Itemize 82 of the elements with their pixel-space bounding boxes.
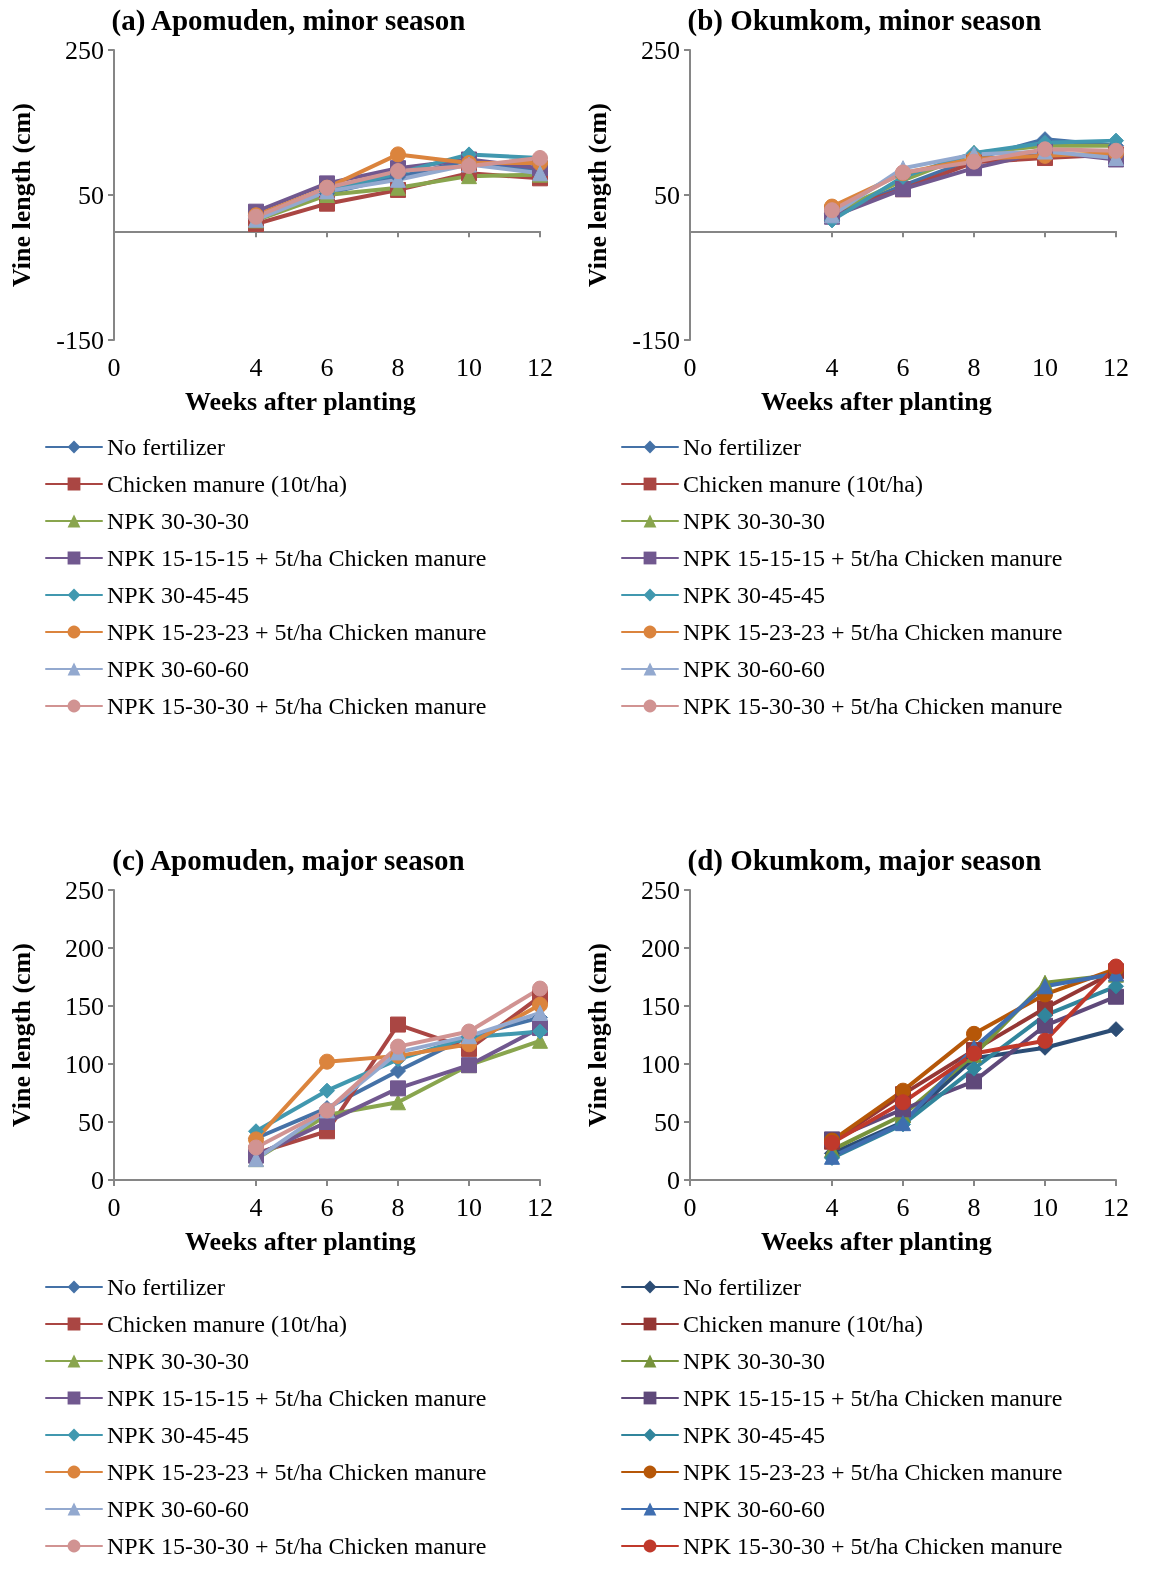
y-tick-label: -150 (632, 325, 680, 355)
y-tick-label: 50 (78, 1107, 104, 1137)
y-axis-title: Vine length (cm) (582, 103, 612, 287)
y-tick-label: 250 (641, 35, 680, 65)
legend-label: NPK 30-45-45 (107, 582, 249, 608)
x-tick-label: 6 (896, 352, 910, 382)
x-axis-title: Weeks after planting (761, 1226, 992, 1256)
y-tick-label: 150 (65, 991, 104, 1021)
y-tick-label: 0 (91, 1165, 104, 1195)
y-tick-label: 50 (654, 180, 680, 210)
chart-title: (d) Okumkom, major season (687, 843, 1042, 877)
y-tick-label: 200 (641, 933, 680, 963)
x-tick-label: 8 (391, 1192, 405, 1222)
y-tick-label: 50 (78, 180, 104, 210)
legend-label: No fertilizer (683, 1274, 801, 1300)
legend-label: NPK 30-30-30 (107, 508, 249, 534)
legend-label: NPK 15-15-15 + 5t/ha Chicken manure (107, 545, 487, 571)
legend-label: NPK 15-23-23 + 5t/ha Chicken manure (107, 1459, 487, 1485)
x-tick-label: 4 (249, 352, 263, 382)
legend-label: NPK 30-60-60 (107, 656, 249, 682)
legend-label: NPK 15-30-30 + 5t/ha Chicken manure (107, 693, 487, 719)
legend-label: NPK 15-15-15 + 5t/ha Chicken manure (107, 1385, 487, 1411)
legend-label: NPK 15-15-15 + 5t/ha Chicken manure (683, 1385, 1063, 1411)
legend-label: NPK 30-60-60 (683, 1496, 825, 1522)
legend-label: NPK 15-30-30 + 5t/ha Chicken manure (683, 1533, 1063, 1559)
x-axis-title: Weeks after planting (185, 386, 416, 416)
legend-label: Chicken manure (10t/ha) (107, 1311, 347, 1337)
chart-title: (b) Okumkom, minor season (687, 3, 1042, 37)
legend-label: NPK 15-23-23 + 5t/ha Chicken manure (683, 1459, 1063, 1485)
y-tick-label: 250 (641, 875, 680, 905)
x-tick-label: 12 (527, 1192, 553, 1222)
legend-label: NPK 30-45-45 (683, 1422, 825, 1448)
y-tick-label: 50 (654, 1107, 680, 1137)
legend-label: NPK 30-30-30 (107, 1348, 249, 1374)
x-tick-label: 6 (896, 1192, 910, 1222)
x-tick-label: 6 (320, 352, 334, 382)
legend-label: NPK 30-30-30 (683, 1348, 825, 1374)
legend-label: NPK 15-30-30 + 5t/ha Chicken manure (683, 693, 1063, 719)
x-axis-title: Weeks after planting (185, 1226, 416, 1256)
x-tick-label: 8 (391, 352, 405, 382)
legend-label: NPK 15-15-15 + 5t/ha Chicken manure (683, 545, 1063, 571)
x-tick-label: 10 (1032, 352, 1058, 382)
x-axis-title: Weeks after planting (761, 386, 992, 416)
legend-label: Chicken manure (10t/ha) (107, 471, 347, 497)
legend-label: NPK 15-30-30 + 5t/ha Chicken manure (107, 1533, 487, 1559)
y-tick-label: 0 (667, 1165, 680, 1195)
y-tick-label: 150 (641, 991, 680, 1021)
y-tick-label: 200 (65, 933, 104, 963)
x-tick-label: 10 (1032, 1192, 1058, 1222)
legend-label: Chicken manure (10t/ha) (683, 1311, 923, 1337)
x-tick-label: 12 (527, 352, 553, 382)
chart-title: (c) Apomuden, major season (112, 843, 465, 877)
y-axis-title: Vine length (cm) (6, 943, 36, 1127)
y-tick-label: -150 (56, 325, 104, 355)
legend-label: NPK 30-60-60 (683, 656, 825, 682)
legend-label: NPK 30-45-45 (107, 1422, 249, 1448)
x-tick-label: 4 (249, 1192, 263, 1222)
x-tick-label: 4 (825, 1192, 839, 1222)
legend-label: NPK 15-23-23 + 5t/ha Chicken manure (683, 619, 1063, 645)
x-tick-label: 8 (967, 1192, 981, 1222)
x-tick-label: 8 (967, 352, 981, 382)
x-tick-label: 12 (1103, 1192, 1129, 1222)
x-tick-label: 12 (1103, 352, 1129, 382)
y-tick-label: 100 (641, 1049, 680, 1079)
x-tick-label: 6 (320, 1192, 334, 1222)
x-tick-label: 10 (456, 1192, 482, 1222)
legend-label: Chicken manure (10t/ha) (683, 471, 923, 497)
legend-label: No fertilizer (683, 434, 801, 460)
x-tick-label: 4 (825, 352, 839, 382)
y-axis-title: Vine length (cm) (6, 103, 36, 287)
y-tick-label: 100 (65, 1049, 104, 1079)
y-axis-title: Vine length (cm) (582, 943, 612, 1127)
chart-title: (a) Apomuden, minor season (111, 3, 466, 37)
y-tick-label: 250 (65, 875, 104, 905)
x-tick-label: 10 (456, 352, 482, 382)
y-tick-label: 250 (65, 35, 104, 65)
legend-label: No fertilizer (107, 1274, 225, 1300)
legend-label: NPK 30-60-60 (107, 1496, 249, 1522)
legend-label: NPK 30-45-45 (683, 582, 825, 608)
legend-label: NPK 30-30-30 (683, 508, 825, 534)
legend-label: No fertilizer (107, 434, 225, 460)
legend-label: NPK 15-23-23 + 5t/ha Chicken manure (107, 619, 487, 645)
